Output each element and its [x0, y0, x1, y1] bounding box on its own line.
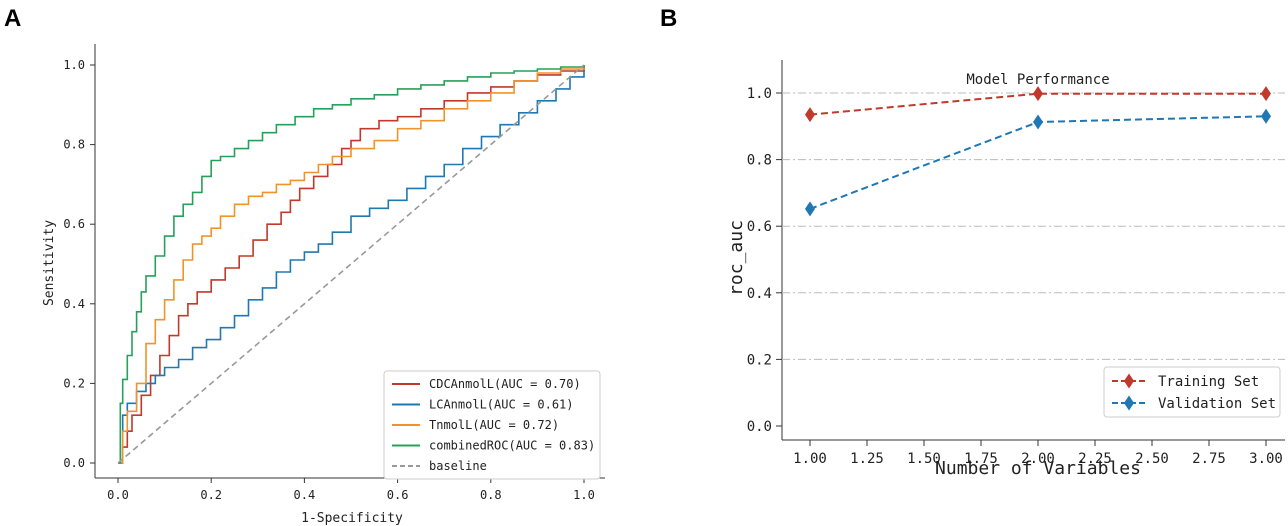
roc-legend-label: baseline [429, 459, 487, 473]
perf-y-tick-label: 1.0 [747, 86, 772, 102]
roc-y-tick-label: 0.8 [63, 138, 85, 152]
perf-legend-marker [1124, 373, 1134, 389]
perf-x-tick-label: 2.00 [1021, 451, 1055, 467]
perf-x-tick-label: 1.75 [964, 451, 998, 467]
roc-x-tick-label: 1.0 [573, 488, 595, 502]
perf-x-tick-label: 2.75 [1192, 451, 1226, 467]
perf-legend: Training Set Validation Set [1103, 366, 1281, 418]
roc-y-tick-label: 0.6 [63, 217, 85, 231]
roc-legend: CDCAnmolL(AUC = 0.70) LCAnmolL(AUC = 0.61… [383, 370, 601, 480]
roc-y-tick-label: 0.2 [63, 376, 85, 390]
roc-x-label: 1-Specificity [301, 511, 403, 526]
roc-x-tick-label: 0.6 [387, 488, 409, 502]
perf-title: Model Performance [966, 72, 1109, 88]
perf-data-point [1261, 86, 1271, 102]
perf-y-label: roc_auc [726, 220, 747, 296]
roc-x-tick-label: 0.8 [480, 488, 502, 502]
perf-x-tick-label: 1.50 [907, 451, 941, 467]
perf-data-point [805, 201, 815, 217]
perf-x-tick-label: 2.50 [1135, 451, 1169, 467]
roc-y-tick-label: 0.0 [63, 456, 85, 470]
perf-x-label: Number of Variables [935, 458, 1141, 479]
roc-x-tick-label: 0.4 [294, 488, 316, 502]
roc-legend-box [383, 370, 601, 480]
perf-data-point [1261, 108, 1271, 124]
perf-data-point [805, 107, 815, 123]
perf-data-point [1033, 86, 1043, 102]
perf-x-tick-label: 3.00 [1249, 451, 1283, 467]
roc-series-line [118, 65, 585, 464]
roc-legend-label: combinedROC(AUC = 0.83) [429, 439, 595, 453]
roc-series-line [118, 65, 585, 464]
roc-legend-label: TnmolL(AUC = 0.72) [429, 418, 559, 432]
perf-series-line [809, 115, 1267, 210]
performance-chart: 0.0 0.2 0.4 0.6 0.8 1.0 1.00 1.25 1.50 1.75 2.00 2.… [726, 60, 1285, 479]
perf-legend-box [1103, 366, 1281, 418]
perf-y-tick-label: 0.8 [747, 153, 772, 169]
panel-a-label: A [4, 5, 21, 32]
roc-x-tick-label: 0.0 [107, 488, 129, 502]
roc-chart: 0.0 0.2 0.4 0.6 0.8 1.0 0.0 0.2 0.4 0.6 0.8 1.0 1-S… [42, 44, 605, 526]
roc-series-line [118, 65, 585, 464]
perf-x-tick-label: 1.00 [793, 451, 827, 467]
perf-y-tick-label: 0.2 [747, 352, 772, 368]
perf-data-point [1033, 114, 1043, 130]
perf-legend-label: Validation Set [1158, 396, 1276, 412]
perf-y-tick-label: 0.0 [747, 419, 772, 435]
perf-x-tick-label: 2.25 [1078, 451, 1112, 467]
roc-legend-label: CDCAnmolL(AUC = 0.70) [429, 377, 581, 391]
roc-x-tick-label: 0.2 [200, 488, 222, 502]
roc-y-tick-label: 0.4 [63, 297, 85, 311]
perf-y-tick-label: 0.6 [747, 219, 772, 235]
roc-y-tick-label: 1.0 [63, 58, 85, 72]
perf-y-tick-label: 0.4 [747, 286, 772, 302]
perf-legend-marker [1124, 395, 1134, 411]
roc-y-label: Sensitivity [42, 220, 57, 306]
roc-legend-label: LCAnmolL(AUC = 0.61) [429, 398, 574, 412]
roc-series-baseline [117, 64, 585, 464]
perf-series-line [809, 92, 1266, 116]
perf-x-tick-label: 1.25 [850, 451, 884, 467]
perf-legend-label: Training Set [1158, 374, 1259, 390]
panel-b-label: B [660, 5, 677, 32]
